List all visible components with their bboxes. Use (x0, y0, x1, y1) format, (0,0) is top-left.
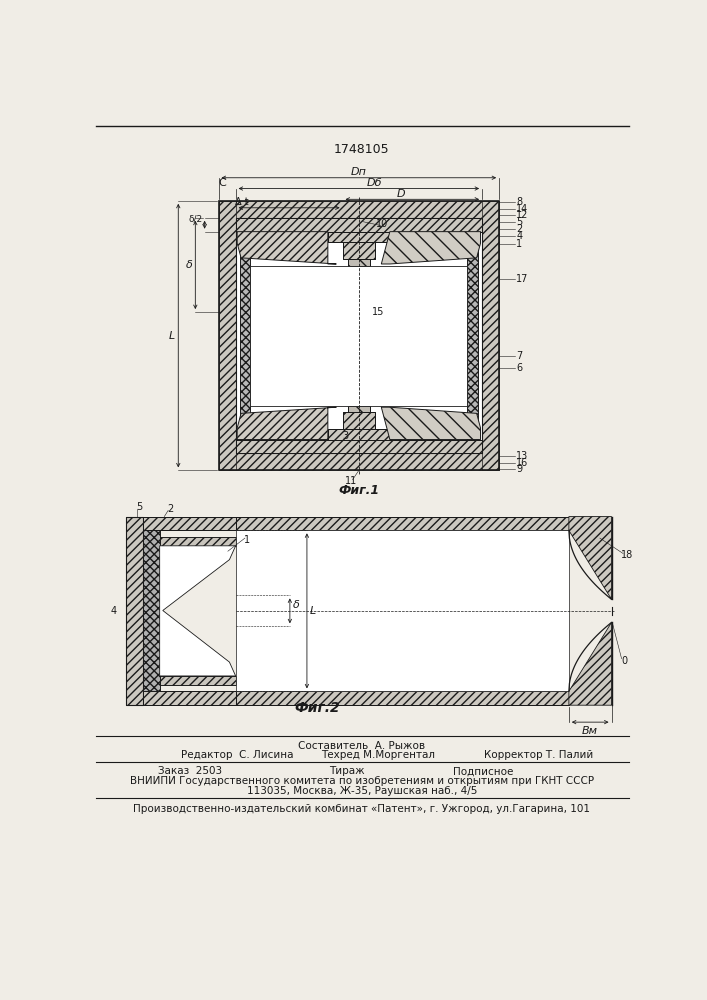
Text: 10: 10 (376, 219, 388, 229)
Text: 7: 7 (516, 351, 522, 361)
Text: 5: 5 (136, 502, 143, 512)
Bar (235, 691, 569, 705)
Bar (235, 517, 569, 530)
Bar (218, 453, 499, 470)
Text: 1748105: 1748105 (334, 143, 390, 156)
Polygon shape (569, 517, 612, 599)
Text: 17: 17 (516, 274, 529, 284)
Text: 113035, Москва, Ж-35, Раушская наб., 4/5: 113035, Москва, Ж-35, Раушская наб., 4/5 (247, 786, 477, 796)
Bar (235, 440, 482, 453)
Bar (328, 429, 390, 440)
Bar (160, 676, 235, 685)
Text: Производственно-издательский комбинат «Патент», г. Ужгород, ул.Гагарина, 101: Производственно-издательский комбинат «П… (134, 804, 590, 814)
Text: Δ t: Δ t (235, 197, 249, 207)
Bar (235, 218, 482, 232)
Text: Редактор  С. Лисина: Редактор С. Лисина (182, 750, 294, 760)
Text: C: C (218, 178, 226, 188)
Polygon shape (381, 232, 481, 264)
Polygon shape (237, 407, 337, 440)
Bar (348, 259, 370, 266)
Bar (250, 266, 467, 406)
Bar (235, 530, 569, 691)
Bar (328, 429, 390, 440)
Bar (343, 412, 375, 429)
Bar (343, 412, 375, 429)
Text: 18: 18 (621, 550, 633, 560)
Text: 8: 8 (516, 197, 522, 207)
Polygon shape (160, 546, 235, 676)
Bar (482, 201, 499, 470)
Bar (143, 530, 160, 691)
Text: 9: 9 (516, 464, 522, 474)
Text: Подписное: Подписное (452, 766, 513, 776)
Text: 2: 2 (516, 224, 522, 234)
Text: Заказ  2503: Заказ 2503 (158, 766, 222, 776)
Text: Dп: Dп (351, 167, 367, 177)
Bar (467, 218, 478, 453)
Bar (126, 517, 143, 705)
Bar (240, 218, 250, 453)
Text: 0: 0 (621, 656, 628, 666)
Polygon shape (381, 407, 481, 440)
Bar (240, 218, 250, 453)
Bar (160, 537, 235, 546)
Polygon shape (569, 622, 612, 705)
Text: Bм: Bм (582, 726, 598, 736)
Bar (235, 218, 482, 232)
Text: L: L (310, 606, 316, 616)
Text: 13: 13 (516, 451, 528, 461)
Text: L: L (169, 331, 175, 341)
Bar (235, 440, 482, 453)
Text: 15: 15 (372, 307, 385, 317)
Text: Корректор Т. Палий: Корректор Т. Палий (484, 750, 593, 760)
Bar (348, 406, 370, 412)
Bar (235, 691, 569, 705)
Bar (467, 218, 478, 453)
Text: 14: 14 (516, 204, 528, 214)
Bar (328, 232, 390, 242)
Polygon shape (237, 232, 337, 264)
Text: Фиг.1: Фиг.1 (338, 484, 380, 497)
Bar (235, 218, 482, 453)
Text: 12: 12 (516, 210, 529, 220)
Bar (218, 201, 235, 470)
Text: 1: 1 (516, 239, 522, 249)
Text: 16: 16 (516, 458, 528, 468)
Text: 4: 4 (516, 231, 522, 241)
Text: 2: 2 (168, 504, 174, 514)
Text: D: D (397, 189, 406, 199)
Bar (160, 537, 235, 546)
Text: 4: 4 (110, 606, 116, 616)
Text: Составитель  А. Рыжов: Составитель А. Рыжов (298, 741, 426, 751)
Bar (328, 232, 390, 242)
Bar (343, 242, 375, 259)
Text: ВНИИПИ Государственного комитета по изобретениям и открытиям при ГКНТ СССР: ВНИИПИ Государственного комитета по изоб… (130, 776, 594, 786)
Bar (143, 530, 160, 691)
Bar (126, 517, 143, 705)
Bar (143, 517, 235, 530)
Text: Техред М.Моргентал: Техред М.Моргентал (321, 750, 435, 760)
Text: δ: δ (186, 260, 192, 270)
Bar (143, 691, 235, 705)
Text: 3: 3 (342, 431, 348, 441)
Bar (348, 259, 370, 266)
Bar (160, 676, 235, 685)
Text: δ: δ (293, 600, 300, 610)
Text: 5: 5 (516, 217, 522, 227)
Text: 1: 1 (244, 535, 250, 545)
Text: Тираж: Тираж (329, 766, 364, 776)
Bar (235, 517, 569, 530)
Text: Фиг.2: Фиг.2 (294, 701, 340, 715)
Bar (218, 201, 499, 218)
Bar (218, 201, 499, 470)
Bar (343, 242, 375, 259)
Bar (348, 406, 370, 412)
Text: 6: 6 (516, 363, 522, 373)
Text: Dб: Dб (367, 178, 382, 188)
Text: 11: 11 (345, 476, 357, 486)
Bar (143, 691, 235, 705)
Bar (143, 517, 235, 530)
Text: δ/2: δ/2 (188, 214, 202, 223)
